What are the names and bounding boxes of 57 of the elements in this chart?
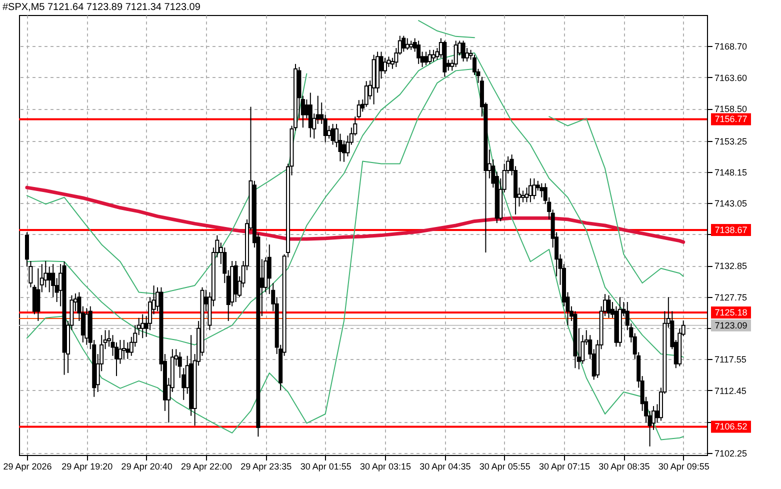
x-tick-label: 29 Apr 20:40 [121,462,172,472]
x-tick-label: 30 Apr 09:55 [658,462,710,472]
candlestick [84,308,89,346]
x-tick-label: 29 Apr 22:00 [180,462,232,472]
candlestick [520,190,525,203]
candlestick [461,40,466,62]
candlestick [606,294,611,318]
ref-line-label: 7106.52 [714,422,748,432]
candlestick [44,260,48,288]
line-series [25,186,686,244]
candlestick [528,178,532,203]
y-tick-label: 7127.75 [714,292,748,302]
y-tick-label: 7102.25 [714,448,748,458]
ref-line-label: 7123.09 [714,320,748,330]
x-tick-label: 30 Apr 08:35 [598,462,650,472]
candlestick [540,182,544,198]
y-tick-label: 7158.50 [714,104,748,114]
candlestick [424,51,428,66]
ref-line-label: 7125.18 [714,308,748,318]
x-tick-label: 30 Apr 04:35 [420,462,471,472]
y-tick-label: 7163.60 [714,72,748,83]
candlestick [47,266,52,293]
candlestick [118,339,122,364]
y-tick-label: 7143.05 [714,198,748,209]
candlestick [454,40,458,68]
candlestick [532,178,536,200]
x-tick-label: 30 Apr 01:55 [300,462,352,472]
y-tick-label: 7168.70 [714,42,748,52]
ref-line-label: 7138.67 [714,224,748,235]
candlestick [140,314,145,339]
y-tick-label: 7148.15 [714,167,748,178]
line-series [418,20,476,38]
chart-title: #SPX,M5 7121.64 7123.89 7121.34 7123.09 [2,2,201,13]
candlestick [428,49,432,64]
x-tick-label: 30 Apr 07:15 [538,462,590,472]
candlestick [416,40,421,64]
y-tick-label: 7153.25 [714,136,748,146]
candlestick [308,92,312,138]
ref-line-label: 7156.77 [714,114,748,124]
y-tick-label: 7117.55 [714,354,746,365]
y-tick-label: 7112.45 [714,386,746,396]
line-series [548,116,684,284]
candlestick [402,35,406,52]
x-tick-label: 30 Apr 03:15 [360,462,412,472]
x-tick-label: 29 Apr 19:20 [62,462,113,472]
candlestick [431,49,436,62]
x-tick-label: 29 Apr 2026 [3,462,52,472]
candlestick [405,38,410,50]
candlestick [409,40,414,50]
candlestick [126,342,130,360]
y-tick-label: 7132.85 [714,261,748,272]
candlestick [51,264,56,298]
candlestick [36,268,40,322]
x-tick-label: 29 Apr 23:35 [240,462,292,472]
x-tick-label: 30 Apr 05:55 [479,462,530,472]
candlestick [364,80,368,108]
candlestick [383,57,388,74]
